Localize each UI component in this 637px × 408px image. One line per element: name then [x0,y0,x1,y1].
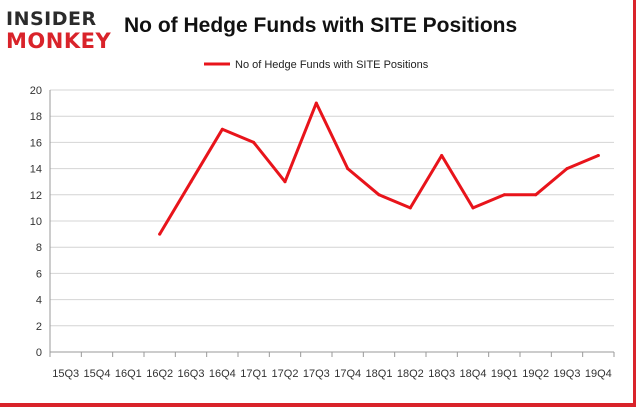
data-point [502,193,506,197]
y-tick-label: 4 [36,295,42,307]
x-tick-label: 18Q1 [366,368,393,380]
x-tick-label: 15Q3 [52,368,79,380]
insider-monkey-logo: INSIDER MONKEY [6,8,118,53]
y-tick-label: 18 [30,111,42,123]
x-tick-label: 16Q3 [178,368,205,380]
x-tick-label: 17Q3 [303,368,330,380]
y-tick-label: 12 [30,190,42,202]
y-tick-label: 0 [36,347,42,359]
legend: No of Hedge Funds with SITE Positions [204,59,429,71]
x-tick-label: 15Q4 [84,368,111,380]
data-point [220,127,224,131]
legend-label: No of Hedge Funds with SITE Positions [235,59,429,71]
y-tick-label: 8 [36,242,42,254]
data-point [471,206,475,210]
data-point [440,154,444,157]
x-tick-label: 17Q2 [272,368,299,380]
y-tick-label: 20 [30,85,42,97]
data-point [534,193,538,197]
x-tick-label: 16Q1 [115,368,142,380]
data-point [252,140,256,144]
gridlines [50,89,614,327]
x-tick-label: 19Q4 [585,368,612,380]
data-point [189,180,193,184]
x-tick-label: 16Q2 [146,368,173,380]
x-tick-label: 18Q4 [460,368,487,380]
data-point [283,180,287,184]
data-point [408,206,412,210]
y-tick-label: 16 [30,137,42,149]
data-point [377,193,381,197]
y-tick-labels: 0 2 4 6 8 10 12 14 16 18 20 [30,85,42,359]
x-tick-label: 19Q1 [491,368,518,380]
y-tick-label: 2 [36,321,42,333]
logo-line-monkey: MONKEY [6,29,112,53]
y-tick-label: 10 [30,216,42,228]
data-point [314,101,318,105]
x-tick-label: 19Q3 [554,368,581,380]
data-point [596,154,600,157]
y-tick-label: 14 [30,164,42,176]
series-lines [158,101,600,236]
axes [49,90,615,357]
data-point [346,167,350,171]
x-tick-label: 17Q4 [334,368,361,380]
data-point [565,167,569,171]
logo-line-insider: INSIDER [6,8,97,30]
x-tick-label: 18Q2 [397,368,424,380]
x-tick-label: 19Q2 [522,368,549,380]
data-point [158,232,162,236]
y-tick-label: 6 [36,268,42,280]
chart-title: No of Hedge Funds with SITE Positions [124,14,518,37]
x-tick-label: 18Q3 [428,368,455,380]
x-tick-labels: 15Q3 15Q4 16Q1 16Q2 16Q3 16Q4 17Q1 17Q2 17Q3 17Q4… [52,368,612,380]
x-tick-label: 17Q1 [240,368,267,380]
x-tick-label: 16Q4 [209,368,236,380]
